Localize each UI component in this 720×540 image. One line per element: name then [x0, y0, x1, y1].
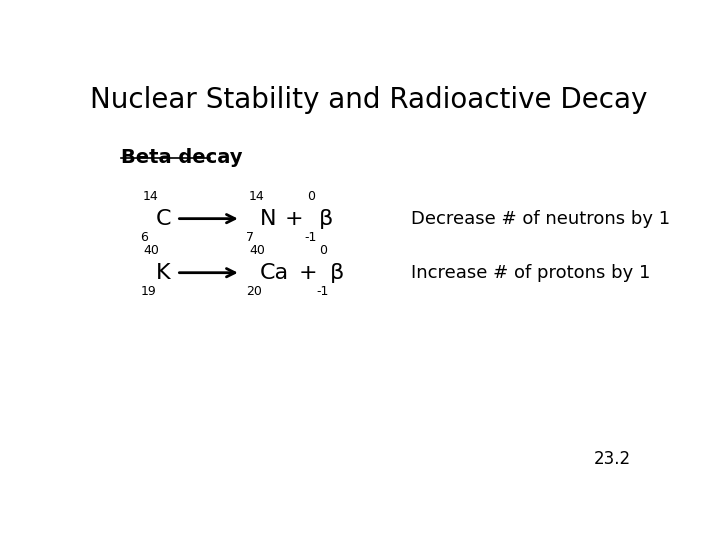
Text: 6: 6: [140, 231, 148, 244]
Text: K: K: [156, 262, 171, 283]
Text: Ca: Ca: [260, 262, 289, 283]
Text: +: +: [284, 208, 303, 228]
Text: Beta decay: Beta decay: [121, 148, 242, 167]
Text: 19: 19: [140, 285, 156, 298]
Text: 20: 20: [246, 285, 262, 298]
Text: Nuclear Stability and Radioactive Decay: Nuclear Stability and Radioactive Decay: [90, 85, 648, 113]
Text: Decrease # of neutrons by 1: Decrease # of neutrons by 1: [411, 210, 670, 228]
Text: β: β: [330, 262, 344, 283]
Text: N: N: [260, 208, 276, 228]
Text: 0: 0: [319, 244, 327, 257]
Text: 0: 0: [307, 190, 315, 203]
Text: 40: 40: [143, 244, 159, 257]
Text: +: +: [298, 262, 317, 283]
Text: β: β: [319, 208, 333, 228]
Text: 23.2: 23.2: [594, 450, 631, 468]
Text: 14: 14: [249, 190, 265, 203]
Text: 14: 14: [143, 190, 158, 203]
Text: -1: -1: [316, 285, 328, 298]
Text: C: C: [156, 208, 171, 228]
Text: -1: -1: [305, 231, 318, 244]
Text: 7: 7: [246, 231, 254, 244]
Text: Increase # of protons by 1: Increase # of protons by 1: [411, 264, 650, 282]
Text: 40: 40: [249, 244, 265, 257]
